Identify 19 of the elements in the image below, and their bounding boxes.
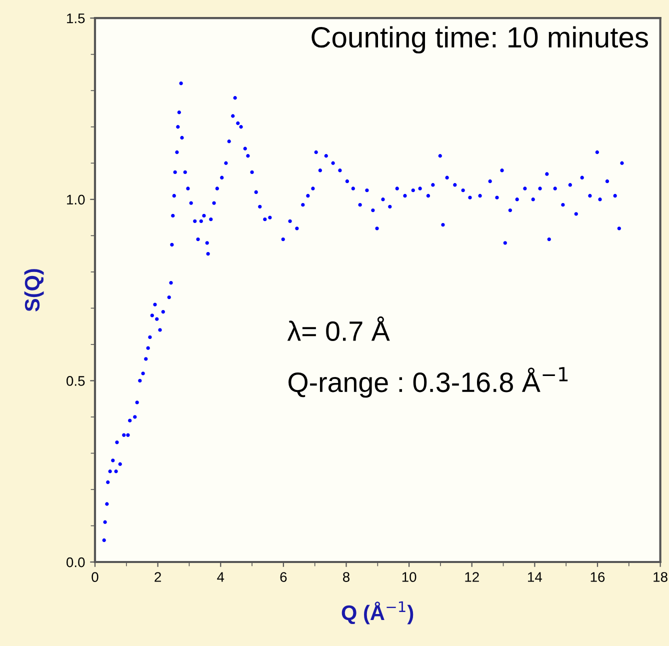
x-tick-label: 6 <box>280 572 287 582</box>
x-tick-label: 16 <box>590 572 605 582</box>
annotation: λ= 0.7 Å <box>287 316 390 342</box>
x-tick-label: 18 <box>654 572 668 582</box>
annotation: Counting time: 10 minutes <box>312 26 648 54</box>
y-axis-title: S(Q) <box>24 269 44 312</box>
annotation: Q-range : 0.3-16.8 Å$^{−1}$ <box>288 367 568 398</box>
y-tick-label: 0.0 <box>66 557 85 568</box>
x-tick-label: 0 <box>92 572 98 582</box>
x-tick-label: 4 <box>217 572 224 582</box>
x-axis-title: Q (Å$^{−1}$) <box>342 601 414 624</box>
x-tick-label: 10 <box>402 572 416 582</box>
y-tick-label: 0.5 <box>66 376 85 386</box>
y-tick-label: 1.5 <box>67 14 85 24</box>
x-tick-label: 14 <box>528 572 542 582</box>
y-tick-label: 1.0 <box>67 194 85 205</box>
x-tick-label: 2 <box>154 572 161 582</box>
x-tick-label: 8 <box>342 572 350 582</box>
x-tick-label: 12 <box>465 572 479 582</box>
